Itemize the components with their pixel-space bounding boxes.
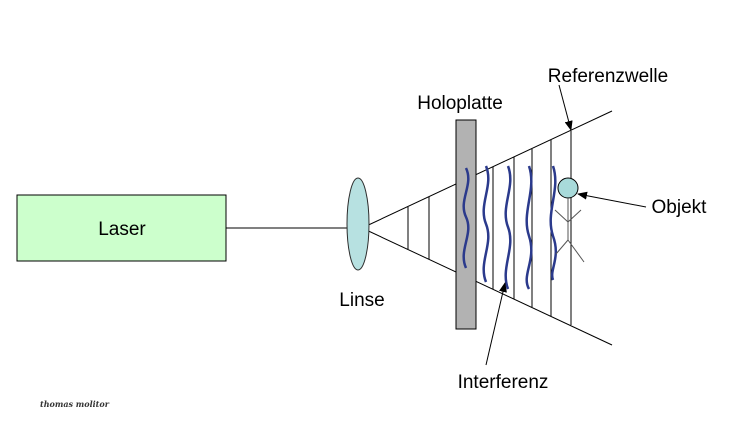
reference-wave-label: Referenzwelle bbox=[548, 66, 668, 87]
object-head bbox=[557, 177, 579, 199]
author-credit: thomas molitor bbox=[40, 399, 110, 409]
interference-waves bbox=[462, 165, 558, 290]
reference-wave-arrow bbox=[558, 84, 573, 131]
object-label: Objekt bbox=[652, 197, 708, 218]
lens bbox=[346, 177, 370, 271]
lens-label: Linse bbox=[339, 290, 384, 311]
object-arrow bbox=[577, 191, 647, 208]
interference-label: Interferenz bbox=[458, 372, 549, 393]
laser-box bbox=[16, 194, 227, 262]
object-figure bbox=[554, 198, 585, 263]
holo-plate bbox=[455, 119, 477, 330]
cone-lower-edge bbox=[361, 227, 613, 346]
holo-plate-label: Holoplatte bbox=[417, 93, 503, 114]
interference-arrow bbox=[485, 282, 507, 366]
reference-wavefronts bbox=[407, 131, 572, 325]
laser-label: Laser bbox=[98, 219, 146, 240]
